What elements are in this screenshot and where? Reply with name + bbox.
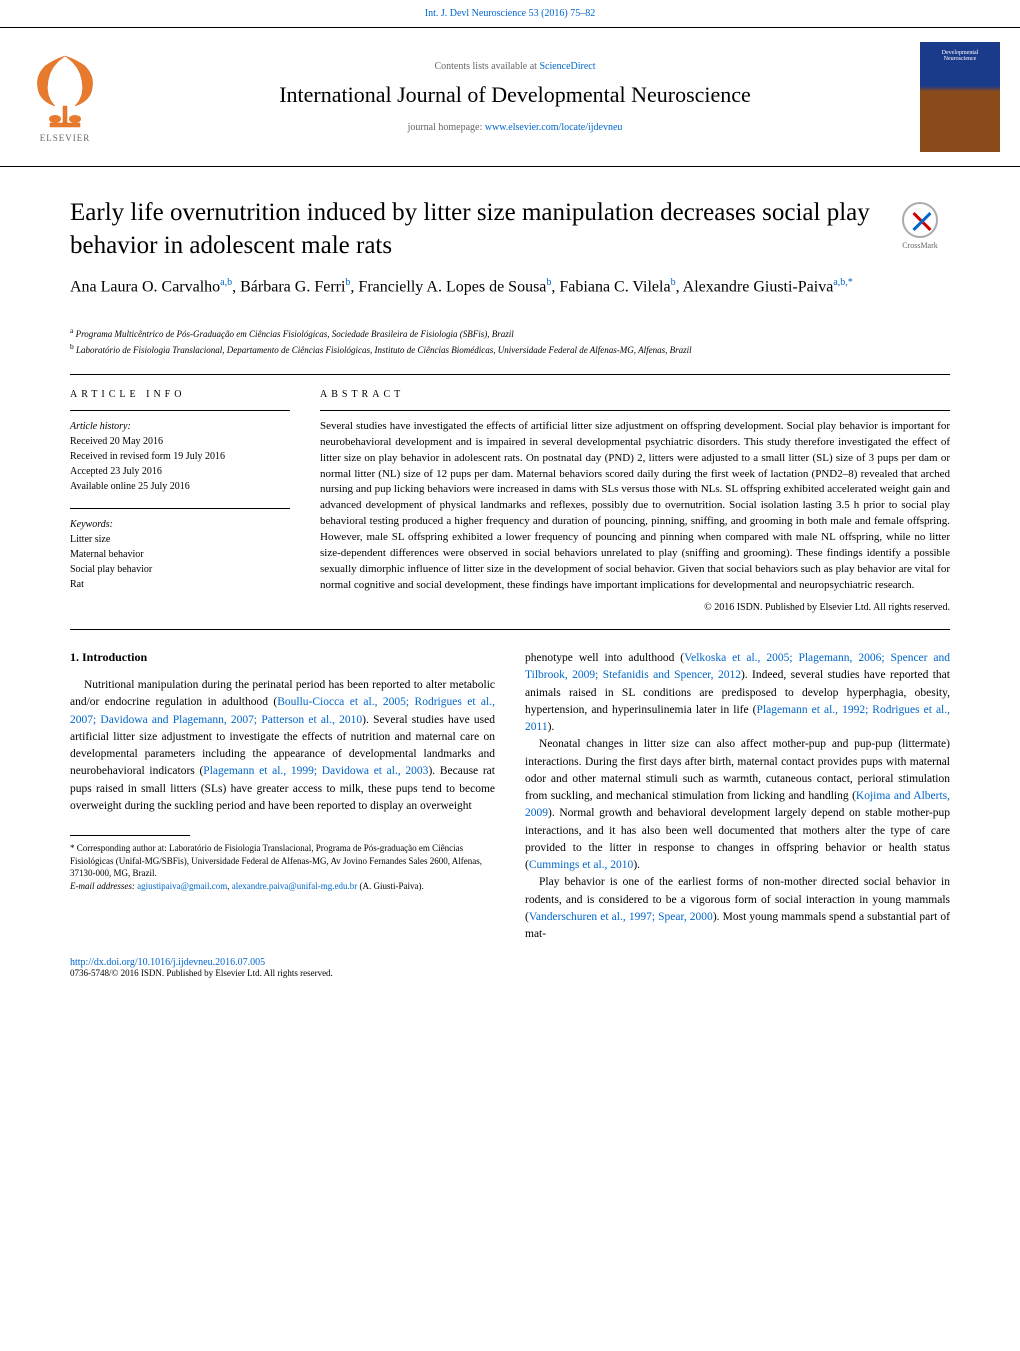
email-link-2[interactable]: alexandre.paiva@unifal-mg.edu.br xyxy=(232,881,358,891)
journal-banner: ELSEVIER Contents lists available at Sci… xyxy=(0,27,1020,167)
email-footnote: E-mail addresses: agiustipaiva@gmail.com… xyxy=(70,880,495,893)
footer: http://dx.doi.org/10.1016/j.ijdevneu.201… xyxy=(0,943,1020,998)
elsevier-tree-icon xyxy=(30,51,100,131)
homepage-link[interactable]: www.elsevier.com/locate/ijdevneu xyxy=(485,122,623,133)
body-paragraph: Nutritional manipulation during the peri… xyxy=(70,677,495,815)
abstract-text: Several studies have investigated the ef… xyxy=(320,419,950,594)
abstract-section-title: ABSTRACT xyxy=(320,389,950,400)
keyword: Rat xyxy=(70,577,290,592)
info-section-title: ARTICLE INFO xyxy=(70,389,290,400)
contents-available: Contents lists available at ScienceDirec… xyxy=(110,61,920,72)
keywords-block: Keywords: Litter sizeMaternal behaviorSo… xyxy=(70,517,290,592)
body-columns: 1. Introduction Nutritional manipulation… xyxy=(0,630,1020,943)
journal-name: International Journal of Developmental N… xyxy=(110,82,920,108)
article-header: Early life overnutrition induced by litt… xyxy=(0,167,1020,319)
footnote-divider xyxy=(70,835,190,836)
left-column: 1. Introduction Nutritional manipulation… xyxy=(70,650,495,943)
elsevier-logo: ELSEVIER xyxy=(20,51,110,143)
affiliation: b Laboratório de Fisiologia Translaciona… xyxy=(70,341,950,358)
body-paragraph: Play behavior is one of the earliest for… xyxy=(525,874,950,943)
abstract-divider xyxy=(320,410,950,411)
body-paragraph: Neonatal changes in litter size can also… xyxy=(525,736,950,874)
history-line: Received 20 May 2016 xyxy=(70,434,290,449)
keyword: Litter size xyxy=(70,532,290,547)
crossmark-badge[interactable]: CrossMark xyxy=(890,202,950,250)
info-abstract-row: ARTICLE INFO Article history: Received 2… xyxy=(0,375,1020,613)
abstract-copyright: © 2016 ISDN. Published by Elsevier Ltd. … xyxy=(320,602,950,613)
article-title: Early life overnutrition induced by litt… xyxy=(70,197,870,262)
journal-homepage: journal homepage: www.elsevier.com/locat… xyxy=(110,122,920,133)
keyword: Maternal behavior xyxy=(70,547,290,562)
body-paragraph: phenotype well into adulthood (Velkoska … xyxy=(525,650,950,736)
crossmark-icon xyxy=(902,202,938,238)
affiliation: a Programa Multicêntrico de Pós-Graduaçã… xyxy=(70,325,950,342)
homepage-prefix: journal homepage: xyxy=(408,122,485,133)
crossmark-label: CrossMark xyxy=(902,241,938,250)
keywords-divider xyxy=(70,508,290,509)
email-attrib: (A. Giusti-Paiva). xyxy=(359,881,423,891)
history-line: Accepted 23 July 2016 xyxy=(70,464,290,479)
sciencedirect-link[interactable]: ScienceDirect xyxy=(539,61,595,72)
right-column: phenotype well into adulthood (Velkoska … xyxy=(525,650,950,943)
header-citation: Int. J. Devl Neuroscience 53 (2016) 75–8… xyxy=(0,0,1020,27)
info-divider xyxy=(70,410,290,411)
elsevier-label: ELSEVIER xyxy=(40,133,91,143)
email-link-1[interactable]: agiustipaiva@gmail.com xyxy=(137,881,227,891)
banner-center: Contents lists available at ScienceDirec… xyxy=(110,61,920,133)
doi: http://dx.doi.org/10.1016/j.ijdevneu.201… xyxy=(70,957,950,968)
authors: Ana Laura O. Carvalhoa,b, Bárbara G. Fer… xyxy=(70,276,870,299)
contents-prefix: Contents lists available at xyxy=(434,61,539,72)
intro-heading: 1. Introduction xyxy=(70,650,495,665)
keyword: Social play behavior xyxy=(70,562,290,577)
affiliations: a Programa Multicêntrico de Pós-Graduaçã… xyxy=(0,319,1020,358)
abstract: ABSTRACT Several studies have investigat… xyxy=(320,389,950,613)
article-history: Article history: Received 20 May 2016Rec… xyxy=(70,419,290,494)
article-info: ARTICLE INFO Article history: Received 2… xyxy=(70,389,290,613)
journal-cover: Developmental Neuroscience xyxy=(920,42,1000,152)
keywords-label: Keywords: xyxy=(70,517,290,532)
footer-copyright: 0736-5748/© 2016 ISDN. Published by Else… xyxy=(70,968,950,978)
cover-title-bottom: Neuroscience xyxy=(944,56,977,62)
doi-link[interactable]: http://dx.doi.org/10.1016/j.ijdevneu.201… xyxy=(70,957,265,968)
history-label: Article history: xyxy=(70,419,290,434)
title-block: Early life overnutrition induced by litt… xyxy=(70,197,870,299)
corresponding-footnote: * Corresponding author at: Laboratório d… xyxy=(70,842,495,880)
history-line: Available online 25 July 2016 xyxy=(70,479,290,494)
history-line: Received in revised form 19 July 2016 xyxy=(70,449,290,464)
email-label: E-mail addresses: xyxy=(70,881,135,891)
